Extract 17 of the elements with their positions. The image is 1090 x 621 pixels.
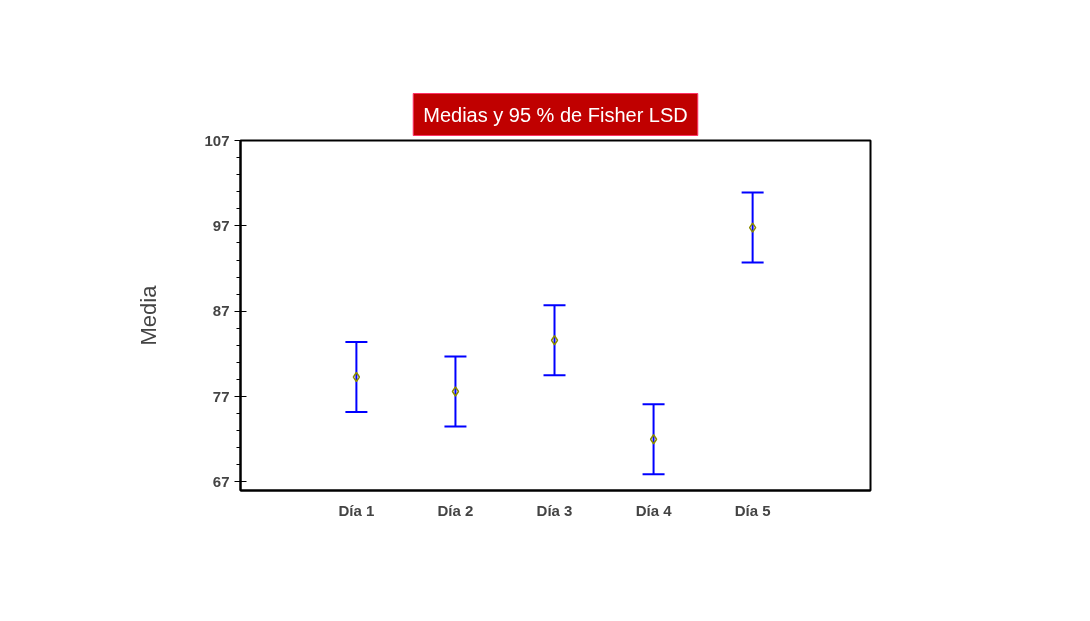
- x-tick-label: Día 5: [734, 501, 771, 519]
- x-tick-label: Día 4: [635, 501, 673, 519]
- point: [352, 371, 361, 383]
- y-tick-label: 97: [212, 216, 230, 234]
- point: [550, 335, 559, 346]
- x-tick-label: Día 2: [437, 501, 474, 519]
- point: [649, 434, 658, 445]
- point: [451, 386, 460, 397]
- point: [748, 222, 757, 233]
- y-tick-label: 67: [212, 472, 230, 490]
- x-tick-label: Día 1: [338, 501, 375, 519]
- chart-title: Medias y 95 % de Fisher LSD: [423, 103, 688, 126]
- y-tick-label: 107: [204, 131, 230, 149]
- y-tick-label: 77: [212, 387, 230, 405]
- y-tick-label: 87: [212, 302, 230, 320]
- x-tick-label: Día 3: [536, 501, 573, 519]
- y-axis-title: Media: [136, 284, 162, 346]
